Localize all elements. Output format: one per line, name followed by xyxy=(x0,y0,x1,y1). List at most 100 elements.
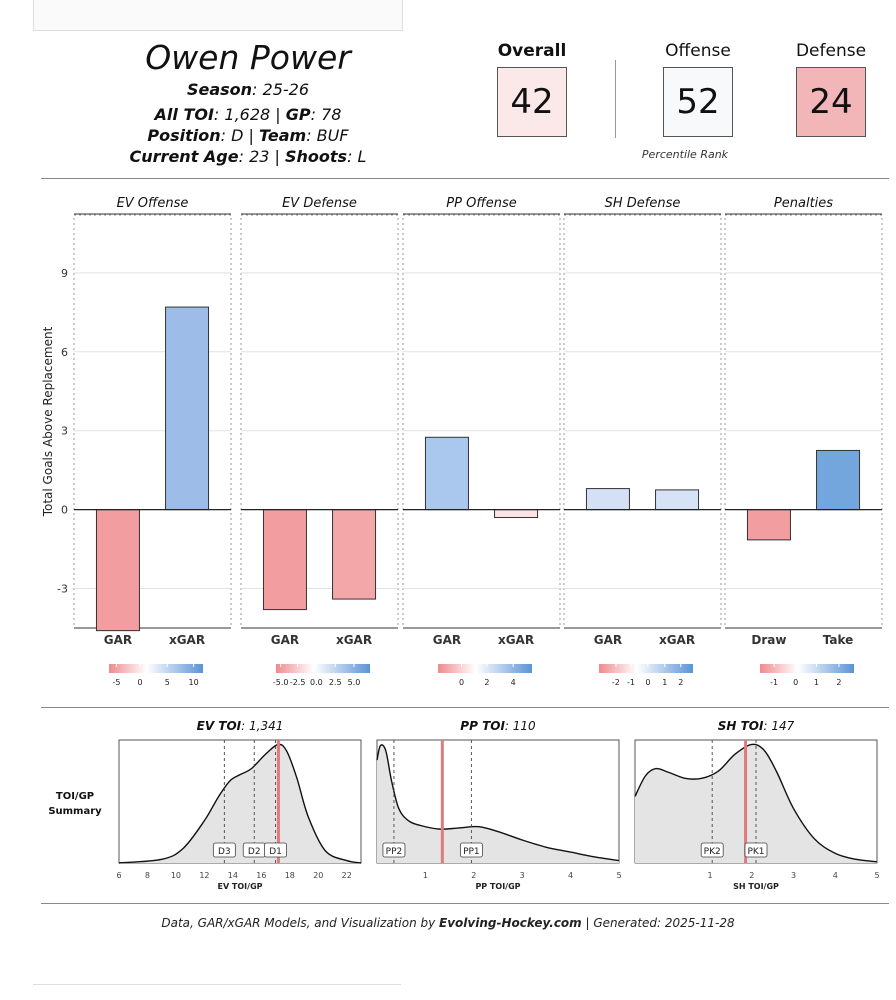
panel-title: SH Defense xyxy=(605,196,681,211)
age-shoots-line: Current Age: 23 | Shoots: L xyxy=(108,147,388,166)
team-value: : BUF xyxy=(306,126,349,145)
position-team-line: Position: D | Team: BUF xyxy=(108,126,388,145)
season-label: Season xyxy=(186,80,253,99)
bar-gar xyxy=(95,509,140,632)
legend-tick-label: -5 xyxy=(113,678,121,687)
legend-colorbar xyxy=(599,664,693,673)
legend-colorbar xyxy=(276,664,370,673)
toi-title-value: : 1,341 xyxy=(241,719,283,733)
legend-tick-label: -2.5 xyxy=(290,678,306,687)
bar-gar xyxy=(585,488,630,511)
y-tick-label: 9 xyxy=(61,267,68,280)
x-tick-label: GAR xyxy=(271,633,299,647)
toi-title-bold: SH TOI xyxy=(718,719,764,733)
defense-label: Defense xyxy=(795,41,867,61)
legend-tick-label: 0 xyxy=(459,678,464,687)
bar-draw xyxy=(746,509,791,541)
density-area xyxy=(119,744,361,863)
legend-tick-label: -1 xyxy=(770,678,778,687)
x-tick-label: GAR xyxy=(433,633,461,647)
y-tick-label: 3 xyxy=(61,425,68,438)
gp-label: GP xyxy=(285,105,311,124)
legend-tick-label: 2 xyxy=(484,678,489,687)
footer-credit: Data, GAR/xGAR Models, and Visualization… xyxy=(0,916,896,930)
toi-x-tick: 5 xyxy=(616,871,621,880)
panel-penalties: Penalties Draw Take -1 0 1 2 xyxy=(724,196,883,687)
density-curve xyxy=(376,744,620,862)
toi-x-tick: 16 xyxy=(256,871,266,880)
legend-tick-label: 2 xyxy=(678,678,683,687)
toi-panel-0: EV TOI: 1,341 D3 D2 D1 6 8 10 12 14 16 18 20 22 EV TO… xyxy=(116,719,362,891)
x-tick-label: xGAR xyxy=(336,633,372,647)
bar-gar xyxy=(424,436,469,511)
toi-x-tick: 5 xyxy=(874,871,879,880)
bar-take xyxy=(816,449,861,511)
toi-title-bold: PP TOI xyxy=(460,719,505,733)
footer-suffix: | Generated: 2025-11-28 xyxy=(581,916,735,930)
bar-xgar xyxy=(332,509,377,600)
age-label: Current Age xyxy=(129,147,239,166)
density-area xyxy=(377,744,619,863)
toi-panel-1: PP TOI: 110 PP2 PP1 1 2 3 4 5 PP TOI/GP xyxy=(376,719,622,891)
legend-colorbar xyxy=(109,664,203,673)
toi-title-value: : 110 xyxy=(505,719,536,733)
panel-title: PP Offense xyxy=(446,196,516,211)
toi-label: All TOI xyxy=(154,105,214,124)
toi-x-tick: 6 xyxy=(116,871,121,880)
toi-x-tick: 18 xyxy=(285,871,295,880)
x-tick-label: xGAR xyxy=(169,633,205,647)
toi-x-tick: 3 xyxy=(520,871,525,880)
legend-tick-label: 10 xyxy=(189,678,199,687)
header-divider xyxy=(41,178,889,179)
marker-label-box xyxy=(459,842,483,858)
panel-title: EV Defense xyxy=(282,196,357,211)
marker-label-pp1: PP1 xyxy=(463,847,480,857)
legend-tick-label: 0.0 xyxy=(310,678,323,687)
x-tick-label: GAR xyxy=(104,633,132,647)
legend-tick-label: 2.5 xyxy=(329,678,342,687)
bar-xgar xyxy=(655,489,700,511)
x-tick-label: GAR xyxy=(594,633,622,647)
gp-value: : 78 xyxy=(310,105,342,124)
toi-panel-2: SH TOI: 147 PK2 PK1 1 2 3 4 5 SH TOI/GP xyxy=(634,719,880,891)
marker-label-box xyxy=(212,842,236,858)
toi-x-tick: 10 xyxy=(171,871,181,880)
panel-pp-offense: PP Offense GAR xGAR 0 2 4 xyxy=(402,196,561,687)
toi-x-tick: 12 xyxy=(199,871,209,880)
rank-divider xyxy=(615,60,616,138)
density-curve xyxy=(634,743,878,863)
marker-label-d2: D2 xyxy=(248,847,261,857)
marker-label-d3: D3 xyxy=(218,847,231,857)
toi-x-tick: 2 xyxy=(749,871,754,880)
toi-x-tick: 2 xyxy=(471,871,476,880)
team-label: Team xyxy=(259,126,307,145)
toi-x-tick: 8 xyxy=(145,871,150,880)
marker-label-box xyxy=(744,842,768,858)
marker-label-pk1: PK1 xyxy=(747,847,764,857)
toi-x-tick: 14 xyxy=(228,871,238,880)
marker-label-pp2: PP2 xyxy=(386,847,403,857)
x-tick-label: Draw xyxy=(751,633,786,647)
toi-x-tick: 4 xyxy=(833,871,838,880)
legend-tick-label: 5.0 xyxy=(348,678,361,687)
legend-tick-label: 1 xyxy=(662,678,667,687)
position-label: Position xyxy=(147,126,221,145)
panel-ev-offense: EV Offense GAR xGAR -5 0 5 10 xyxy=(73,196,232,687)
toi-x-tick: 3 xyxy=(791,871,796,880)
density-curve xyxy=(118,743,362,864)
legend-tick-label: -1 xyxy=(627,678,635,687)
legend-tick-label: 2 xyxy=(836,678,841,687)
percentile-caption: Percentile Rank xyxy=(641,148,729,161)
season-line: Season: 25-26 xyxy=(108,80,388,99)
mid-divider xyxy=(41,707,889,708)
defense-rank-box: 24 xyxy=(796,67,866,137)
panel-frame xyxy=(563,214,722,629)
shoots-label: Shoots xyxy=(285,147,348,166)
toi-title-bold: EV TOI xyxy=(197,719,242,733)
x-tick-label: xGAR xyxy=(659,633,695,647)
x-tick-label: Take xyxy=(823,633,854,647)
toi-x-tick: 22 xyxy=(342,871,352,880)
footer-prefix: Data, GAR/xGAR Models, and Visualization… xyxy=(161,916,440,930)
legend-tick-label: 1 xyxy=(814,678,819,687)
toi-x-label: PP TOI/GP xyxy=(475,882,520,891)
